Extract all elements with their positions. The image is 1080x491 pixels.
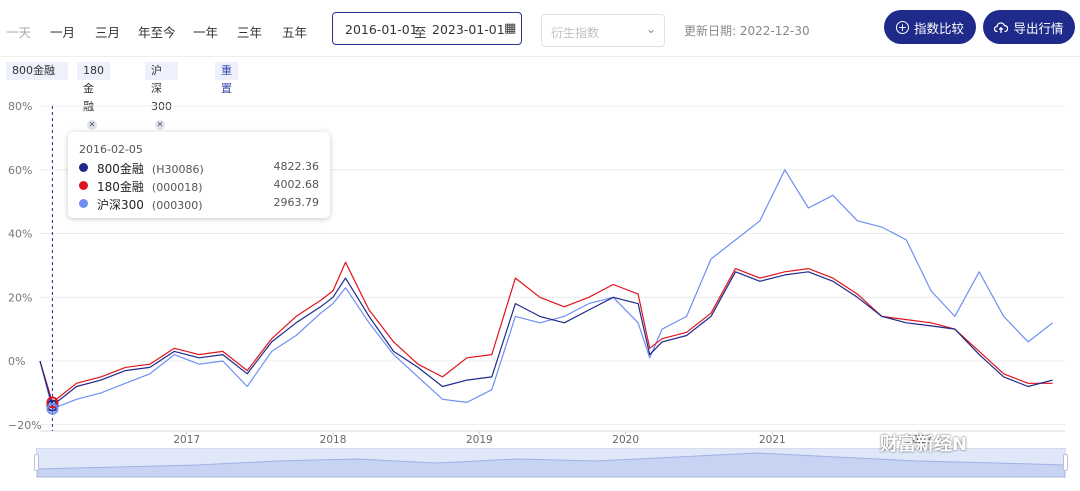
plus-circle-icon: +	[895, 20, 909, 34]
tooltip-series-code: (000018)	[151, 181, 203, 194]
tooltip-series-code: (000300)	[151, 199, 203, 212]
y-tick-label: 40%	[8, 228, 32, 241]
watermark: 财富新经N	[880, 434, 968, 455]
compare-label: 指数比较	[913, 20, 964, 36]
x-tick-label: 2018	[320, 434, 347, 446]
close-icon[interactable]: ✕	[155, 120, 165, 130]
x-tick-label: 2017	[173, 434, 200, 446]
tooltip-row: 800金融 (H30086) 4822.36	[79, 160, 319, 176]
compare-button[interactable]: + 指数比较	[884, 10, 976, 44]
calendar-icon[interactable]: ▦	[504, 21, 517, 36]
date-start[interactable]: 2016-01-01	[345, 22, 418, 37]
y-tick-label: 0%	[8, 355, 25, 368]
tooltip-series-value: 4002.68	[273, 178, 320, 191]
series-line	[39, 261, 1053, 403]
cloud-upload-icon	[994, 21, 1009, 33]
date-end[interactable]: 2023-01-01	[432, 22, 505, 37]
export-button[interactable]: 导出行情	[983, 10, 1075, 44]
derived-index-placeholder: 衍生指数	[551, 26, 600, 40]
tag-180-finance[interactable]: 180金融✕	[77, 62, 110, 130]
x-tick-label: 2022	[905, 434, 932, 446]
close-icon[interactable]: ✕	[87, 120, 97, 130]
y-tick-label: −20%	[8, 419, 42, 432]
hover-marker	[46, 396, 59, 409]
derived-index-select[interactable]: 衍生指数 ⌄	[541, 14, 665, 47]
tooltip-series-name: 沪深300	[97, 198, 144, 212]
period-ytd[interactable]: 年至今	[138, 25, 176, 40]
tag-label: 800金融	[12, 64, 55, 77]
y-tick-label: 60%	[8, 164, 32, 177]
chart-tooltip: 2016-02-05 800金融 (H30086) 4822.36 180金融 (0…	[68, 132, 330, 218]
tag-hs300[interactable]: 沪深300✕	[145, 62, 178, 130]
period-1m[interactable]: 一月	[50, 25, 76, 40]
period-5y[interactable]: 五年	[282, 25, 308, 40]
tag-800-finance[interactable]: 800金融	[6, 62, 68, 80]
tooltip-date: 2016-02-05	[79, 143, 143, 156]
hover-marker	[46, 402, 59, 415]
series-lines	[39, 169, 1053, 410]
toolbar: 一天 一月 三月 年至今 一年 三年 五年 2016-01-01 至 2023-…	[0, 0, 1080, 56]
series-dot	[79, 199, 88, 208]
export-label: 导出行情	[1013, 20, 1064, 36]
line-chart: 80%60%40%20%0%−20% 2017 2018 2019 2020 2021 2…	[8, 100, 1065, 446]
tooltip-row: 180金融 (000018) 4002.68	[79, 178, 319, 194]
period-3y[interactable]: 三年	[237, 25, 263, 40]
period-1y[interactable]: 一年	[193, 25, 219, 40]
toolbar-divider	[0, 56, 1080, 57]
period-3m[interactable]: 三月	[95, 25, 121, 40]
navigator-handle-right[interactable]	[1063, 454, 1068, 471]
y-axis: 80% 60% 40% 20% 0% −20%	[8, 100, 42, 432]
update-date: 更新日期: 2022-12-30	[684, 24, 810, 38]
chevron-down-icon: ⌄	[645, 22, 656, 36]
tooltip-series-name: 180金融	[97, 180, 144, 194]
x-tick-label: 2021	[759, 434, 786, 446]
series-line	[39, 169, 1053, 410]
period-1d[interactable]: 一天	[6, 25, 32, 40]
series-dot	[79, 181, 88, 190]
navigator-handle-left[interactable]	[34, 454, 39, 471]
tooltip-series-code: (H30086)	[151, 163, 204, 176]
x-axis: 2017 2018 2019 2020 2021 2022	[40, 430, 1065, 446]
tooltip-series-name: 800金融	[97, 162, 144, 176]
hover-markers	[46, 396, 59, 415]
reset-button[interactable]: 重置	[215, 62, 238, 95]
range-navigator[interactable]	[36, 448, 1066, 478]
y-tick-label: 20%	[8, 291, 32, 304]
date-separator: 至	[414, 25, 427, 40]
series-line	[39, 271, 1053, 407]
series-dot	[79, 163, 88, 172]
date-range-picker[interactable]: 2016-01-01 至 2023-01-01 ▦	[332, 12, 522, 45]
tooltip-row: 沪深300 (000300) 2963.79	[79, 196, 319, 212]
y-tick-label: 80%	[8, 100, 32, 113]
tooltip-series-value: 2963.79	[273, 196, 320, 209]
x-tick-label: 2020	[612, 434, 639, 446]
reset-label: 重置	[221, 64, 232, 95]
x-tick-label: 2019	[466, 434, 493, 446]
tooltip-series-value: 4822.36	[273, 160, 320, 173]
